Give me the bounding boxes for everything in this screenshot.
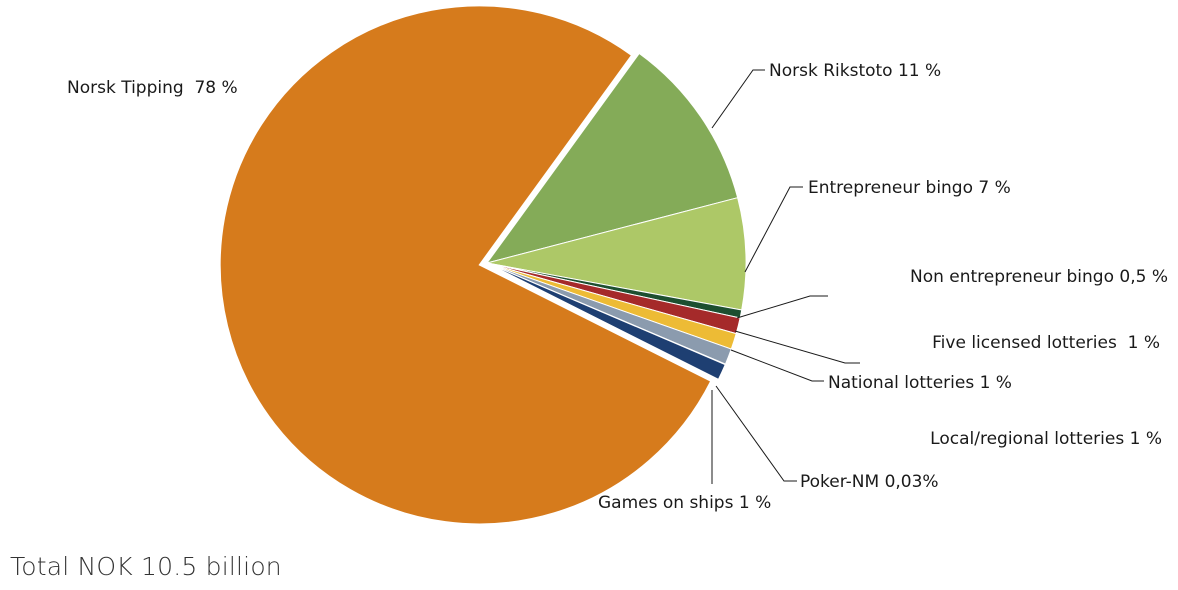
label-national-lotteries: National lotteries 1 % <box>828 373 1012 393</box>
leader-entrepreneur-bingo <box>744 186 803 273</box>
label-games-on-ships: Games on ships 1 % <box>598 493 771 513</box>
label-entrepreneur-bingo: Entrepreneur bingo 7 % <box>808 178 1011 198</box>
leader-five-licensed-lotteries <box>734 330 860 364</box>
label-poker-nm: Poker-NM 0,03% <box>800 472 939 492</box>
label-norsk-tipping: Norsk Tipping 78 % <box>67 78 238 98</box>
leader-poker-nm <box>715 385 797 482</box>
slice-labels: Norsk Tipping 78 % Norsk Rikstoto 11 % E… <box>67 61 1168 513</box>
pie-slice-norsk-rikstoto-11 <box>485 52 739 264</box>
leader-national-lotteries <box>730 349 824 382</box>
leader-norsk-rikstoto <box>711 69 765 129</box>
pie-slice-norsk-tipping-78 <box>219 5 712 525</box>
label-norsk-rikstoto: Norsk Rikstoto 11 % <box>769 61 941 81</box>
leader-non-entrepreneur-bingo <box>736 295 828 319</box>
chart-footnote: Total NOK 10.5 billion <box>10 552 282 581</box>
leader-lines <box>711 69 860 484</box>
pie-slice-games-on-ships-1 <box>486 262 726 380</box>
pie-chart: Norsk Tipping 78 % Norsk Rikstoto 11 % E… <box>67 5 1168 525</box>
label-non-entrepreneur-bingo: Non entrepreneur bingo 0,5 % <box>910 267 1168 287</box>
label-local-regional-lotteries: Local/regional lotteries 1 % <box>930 429 1162 449</box>
pie-slices <box>219 5 747 525</box>
label-five-licensed-lotteries: Five licensed lotteries 1 % <box>932 333 1160 353</box>
pie-slice-entrepreneur-bingo-7 <box>486 197 747 311</box>
